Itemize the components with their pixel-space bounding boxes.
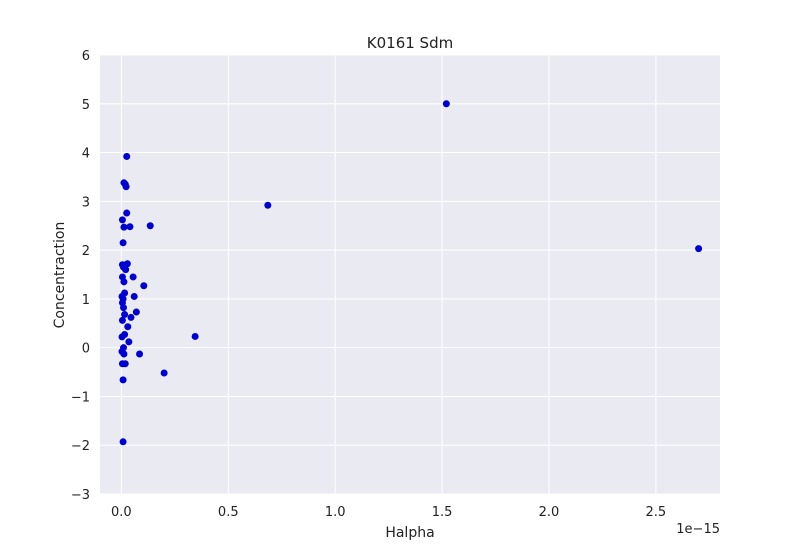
x-axis-label: Halpha [385,525,434,541]
data-point [120,350,128,358]
data-point [126,223,134,231]
y-tick-label: −1 [71,390,90,405]
data-point [132,308,140,316]
y-tick-label: 6 [82,49,90,64]
y-tick-labels: −3 −2 −1 0 1 2 3 4 5 6 [71,49,90,503]
data-point [125,338,133,346]
data-points [118,100,703,446]
x-tick-label: 1.0 [325,505,346,520]
data-point [118,216,126,224]
y-tick-label: 4 [82,147,90,162]
data-point [124,323,132,331]
plot-area [100,55,720,494]
x-tick-labels: 0.0 0.5 1.0 1.5 2.0 2.5 [111,505,666,520]
data-point [695,245,703,253]
data-point [122,183,130,191]
data-point [146,222,154,230]
data-point [120,304,128,312]
y-tick-label: 0 [82,342,90,357]
y-tick-label: 5 [82,98,90,113]
data-point [442,100,450,108]
data-point [121,360,129,368]
data-point [129,273,137,281]
data-point [140,282,148,290]
x-axis-offset-label: 1e−15 [676,522,720,537]
y-tick-label: −3 [71,488,90,503]
chart-title: K0161 Sdm [367,34,453,52]
x-tick-label: 2.0 [539,505,560,520]
data-point [127,313,135,321]
data-point [264,201,272,209]
data-point [120,278,128,286]
y-tick-label: 2 [82,244,90,259]
data-point [122,266,130,274]
y-tick-label: 3 [82,195,90,210]
x-tick-label: 0.0 [111,505,132,520]
grid-lines [100,54,720,495]
x-tick-label: 1.5 [432,505,453,520]
data-point [118,333,126,341]
data-point [130,292,138,300]
x-tick-label: 0.5 [218,505,239,520]
data-point [119,239,127,247]
data-point [191,332,199,340]
data-point [123,209,131,217]
data-point [119,438,127,446]
data-point [120,223,128,231]
y-tick-label: 1 [82,293,90,308]
data-point [136,350,144,358]
y-axis-label: Concentraction [52,222,68,329]
x-tick-label: 2.5 [646,505,667,520]
data-point [119,376,127,384]
y-tick-label: −2 [71,439,90,454]
data-point [160,369,168,377]
data-point [123,152,131,160]
data-point [121,310,129,318]
data-point [118,316,126,324]
